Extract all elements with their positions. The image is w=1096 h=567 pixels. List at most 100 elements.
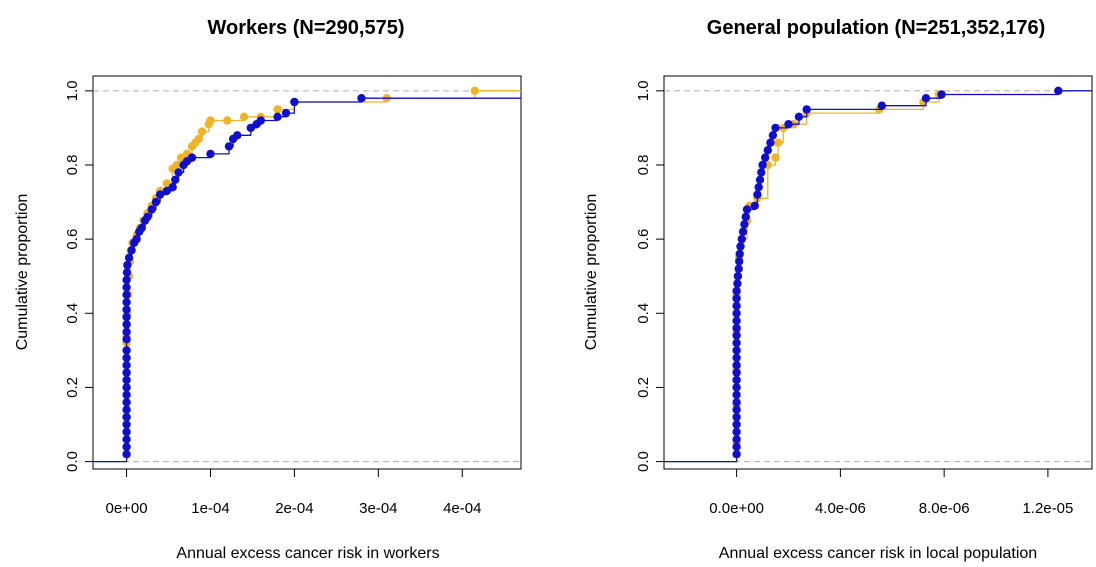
series-1-point	[937, 90, 946, 99]
series-1-point	[768, 131, 778, 140]
y-tick-label: 1.0	[64, 80, 81, 101]
general-population-panel: General population (N=251,352,176) 0.0e+…	[583, 17, 1093, 562]
series-1-point	[737, 234, 746, 244]
x-tick-label: 1.2e-05	[1022, 500, 1073, 517]
series-0-point	[771, 153, 780, 162]
y-tick-label: 0.6	[64, 229, 81, 250]
series-1-point	[122, 405, 131, 414]
series-1-point	[122, 327, 131, 336]
series-1-point	[732, 338, 741, 348]
y-axis: 0.0 0.2 0.4 0.6 0.8 1.0	[64, 80, 94, 472]
series-1-point	[122, 450, 131, 459]
series-layer	[93, 86, 521, 463]
series-layer	[664, 86, 1092, 463]
series-1-point	[122, 398, 131, 407]
y-tick-label: 0.4	[635, 303, 652, 324]
series-1-point	[143, 212, 152, 222]
series-1-point	[281, 108, 291, 118]
series-1-step-line	[93, 97, 521, 463]
x-axis: 0e+00 1e-04 2e-04 3e-04 4e-04	[105, 468, 481, 517]
y-tick-label: 0.4	[64, 303, 81, 324]
series-0-step-line	[664, 90, 1092, 463]
y-axis: 0.0 0.2 0.4 0.6 0.8 1.0	[635, 80, 665, 472]
series-1-point	[733, 279, 742, 288]
series-1-point	[122, 353, 131, 362]
series-1-point	[735, 257, 744, 266]
x-tick-label: 0e+00	[105, 500, 147, 517]
series-0-point	[172, 160, 182, 170]
series-1-point	[132, 234, 141, 244]
series-1-point	[757, 168, 766, 177]
series-1-point	[742, 205, 752, 214]
series-1-point	[732, 383, 741, 392]
series-1-point	[732, 390, 741, 399]
x-axis-label: Annual excess cancer risk in workers	[176, 545, 439, 562]
series-1-point	[147, 205, 156, 214]
series-1-point	[735, 249, 744, 259]
series-0-point	[239, 112, 249, 122]
y-tick-label: 0.8	[635, 155, 652, 176]
series-1-point	[732, 346, 741, 355]
x-tick-label: 4e-04	[443, 500, 481, 517]
series-1-point	[174, 168, 183, 177]
series-1-point	[290, 97, 299, 107]
series-1-point	[168, 183, 177, 192]
chart-title: General population (N=251,352,176)	[707, 17, 1045, 39]
series-1-point	[122, 442, 131, 451]
series-1-point	[256, 116, 265, 125]
series-1-point	[753, 190, 762, 199]
series-0-point	[194, 134, 203, 144]
series-1-point	[732, 301, 741, 311]
series-1-point	[224, 142, 234, 151]
series-1-point	[122, 346, 131, 355]
series-1-point	[732, 435, 741, 444]
series-1-point	[741, 212, 750, 222]
x-tick-label: 0.0e+00	[709, 500, 764, 517]
series-1-point	[732, 450, 741, 459]
series-1-point	[122, 375, 131, 385]
reference-lines	[664, 90, 1092, 463]
series-1-point	[122, 390, 131, 399]
series-1-point	[736, 242, 745, 251]
series-1-point	[740, 220, 749, 229]
series-1-point	[733, 272, 743, 281]
series-1-point	[122, 290, 131, 299]
y-tick-label: 1.0	[635, 80, 652, 101]
y-tick-label: 0.2	[64, 377, 81, 398]
series-1-point	[732, 420, 741, 429]
series-1-point	[761, 153, 770, 162]
series-1-point	[233, 131, 242, 140]
series-1-point	[122, 298, 131, 307]
y-tick-label: 0.6	[635, 229, 652, 250]
y-axis-label: Cumulative proportion	[14, 194, 31, 351]
plot-frame	[92, 75, 522, 470]
series-1-point	[122, 335, 131, 344]
x-tick-label: 8.0e-06	[919, 500, 970, 517]
series-1-point	[155, 190, 165, 199]
series-1-point	[127, 246, 136, 255]
x-axis-label: Annual excess cancer risk in local popul…	[719, 545, 1037, 562]
series-1-point	[732, 412, 741, 422]
series-1-point	[732, 398, 741, 407]
series-0-point	[773, 138, 783, 147]
series-1-point	[771, 123, 780, 133]
series-1-point	[124, 253, 134, 262]
series-1-point	[732, 368, 741, 377]
series-1-point	[738, 227, 748, 236]
series-1-point	[123, 260, 132, 270]
series-1-point	[732, 286, 741, 296]
series-1-point	[206, 149, 215, 159]
series-1-point	[755, 175, 765, 184]
series-1-point	[732, 361, 741, 370]
series-1-point	[763, 146, 772, 155]
series-1-point	[732, 316, 741, 325]
x-tick-label: 4.0e-06	[815, 500, 866, 517]
series-1-point	[732, 294, 741, 303]
series-0-point	[223, 116, 232, 125]
series-1-point	[187, 153, 197, 162]
series-1-point	[732, 405, 741, 414]
series-1-point	[732, 331, 741, 340]
series-1-point	[732, 427, 741, 437]
series-0-step-line	[93, 90, 521, 463]
